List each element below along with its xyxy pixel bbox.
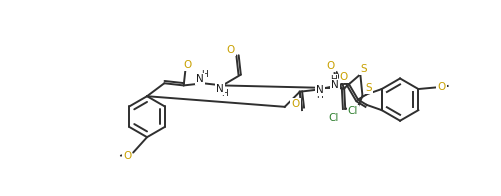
Text: O: O: [326, 61, 335, 71]
Text: S: S: [360, 64, 367, 74]
Text: N: N: [196, 74, 204, 84]
Text: O: O: [340, 72, 348, 82]
Text: N: N: [331, 80, 339, 90]
Text: H: H: [330, 75, 337, 84]
Text: H: H: [316, 91, 323, 100]
Text: O: O: [227, 45, 235, 55]
Text: Cl: Cl: [329, 113, 339, 123]
Text: S: S: [366, 83, 372, 93]
Text: N: N: [316, 85, 324, 95]
Text: H: H: [201, 70, 208, 79]
Text: Cl: Cl: [348, 106, 358, 116]
Text: O: O: [292, 99, 300, 109]
Text: O: O: [437, 83, 445, 93]
Text: H: H: [220, 89, 227, 98]
Text: O: O: [184, 60, 192, 70]
Text: N: N: [216, 83, 224, 93]
Text: O: O: [123, 151, 131, 161]
